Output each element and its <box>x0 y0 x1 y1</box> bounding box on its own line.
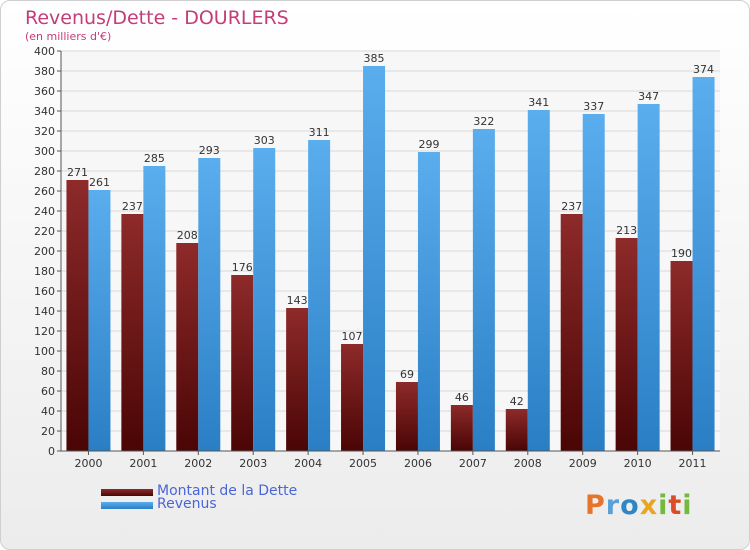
y-tick-label: 80 <box>41 365 55 378</box>
y-tick-label: 180 <box>34 265 55 278</box>
data-label: 261 <box>89 176 110 189</box>
legend-swatch-revenus <box>101 502 153 509</box>
data-label: 237 <box>122 200 143 213</box>
bar-dette <box>505 409 528 451</box>
bar-dette <box>560 214 583 451</box>
y-tick-label: 20 <box>41 425 55 438</box>
bar-revenus <box>637 104 660 451</box>
data-label: 69 <box>400 368 414 381</box>
y-tick-label: 200 <box>34 245 55 258</box>
data-label: 293 <box>199 144 220 157</box>
x-tick-label: 2010 <box>624 457 652 470</box>
x-tick-label: 2006 <box>404 457 432 470</box>
chart-subtitle: (en milliers d'€) <box>25 30 112 43</box>
data-label: 385 <box>364 52 385 65</box>
data-label: 337 <box>583 100 604 113</box>
data-label: 42 <box>510 395 524 408</box>
bar-revenus <box>692 77 715 451</box>
bar-dette <box>670 261 693 451</box>
bar-revenus <box>417 152 440 451</box>
y-tick-label: 360 <box>34 85 55 98</box>
bar-dette <box>615 238 638 451</box>
bar-dette <box>395 382 418 451</box>
bar-revenus <box>472 129 495 451</box>
bar-revenus <box>527 110 550 451</box>
x-tick-label: 2011 <box>679 457 707 470</box>
y-tick-label: 240 <box>34 205 55 218</box>
data-label: 303 <box>254 134 275 147</box>
x-tick-label: 2002 <box>184 457 212 470</box>
bar-dette <box>176 243 199 451</box>
x-tick-label: 2004 <box>294 457 322 470</box>
y-tick-label: 60 <box>41 385 55 398</box>
legend-swatch-debt <box>101 489 153 496</box>
data-label: 299 <box>418 138 439 151</box>
y-tick-label: 40 <box>41 405 55 418</box>
bar-dette <box>341 344 364 451</box>
y-tick-label: 220 <box>34 225 55 238</box>
x-tick-label: 2008 <box>514 457 542 470</box>
y-tick-label: 0 <box>48 445 55 458</box>
bar-revenus <box>198 158 221 451</box>
bar-dette <box>231 275 254 451</box>
data-label: 341 <box>528 96 549 109</box>
y-tick-label: 300 <box>34 145 55 158</box>
x-tick-label: 2003 <box>239 457 267 470</box>
bar-dette <box>121 214 144 451</box>
bar-revenus <box>143 166 166 451</box>
bar-revenus <box>308 140 331 451</box>
y-tick-label: 320 <box>34 125 55 138</box>
bar-dette <box>450 405 473 451</box>
data-label: 213 <box>616 224 637 237</box>
bar-revenus <box>253 148 276 451</box>
data-label: 322 <box>473 115 494 128</box>
data-label: 311 <box>309 126 330 139</box>
y-tick-label: 160 <box>34 285 55 298</box>
legend-label-revenus: Revenus <box>157 496 217 512</box>
data-label: 285 <box>144 152 165 165</box>
y-tick-label: 400 <box>34 45 55 58</box>
data-label: 237 <box>561 200 582 213</box>
y-tick-label: 280 <box>34 165 55 178</box>
bar-revenus <box>88 190 111 451</box>
chart-title: Revenus/Dette - DOURLERS <box>25 7 289 29</box>
y-tick-label: 100 <box>34 345 55 358</box>
data-label: 176 <box>232 261 253 274</box>
y-tick-label: 260 <box>34 185 55 198</box>
x-tick-label: 2001 <box>129 457 157 470</box>
data-label: 271 <box>67 166 88 179</box>
x-tick-label: 2000 <box>74 457 102 470</box>
data-label: 107 <box>342 330 363 343</box>
y-tick-label: 120 <box>34 325 55 338</box>
proxiti-logo: Proxiti <box>585 490 693 521</box>
data-label: 190 <box>671 247 692 260</box>
data-label: 143 <box>287 294 308 307</box>
x-tick-label: 2009 <box>569 457 597 470</box>
data-label: 347 <box>638 90 659 103</box>
y-tick-label: 140 <box>34 305 55 318</box>
data-label: 374 <box>693 63 714 76</box>
legend-label-debt: Montant de la Dette <box>157 483 298 499</box>
bar-revenus <box>582 114 605 451</box>
bar-dette <box>66 180 89 451</box>
bar-dette <box>286 308 309 451</box>
y-tick-label: 340 <box>34 105 55 118</box>
x-tick-label: 2007 <box>459 457 487 470</box>
y-tick-label: 380 <box>34 65 55 78</box>
x-tick-label: 2005 <box>349 457 377 470</box>
bar-revenus <box>363 66 386 451</box>
data-label: 46 <box>455 391 469 404</box>
data-label: 208 <box>177 229 198 242</box>
